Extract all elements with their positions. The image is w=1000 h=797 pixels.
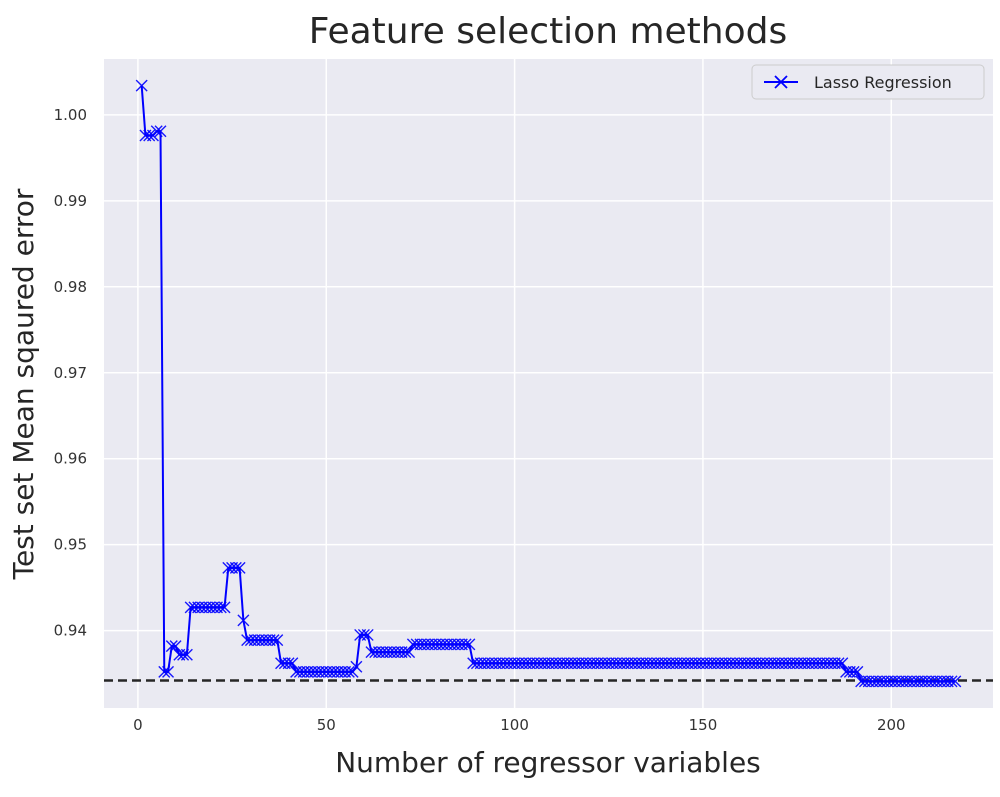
y-tick-label: 0.96: [54, 450, 87, 468]
data-point-marker: [177, 648, 190, 661]
data-point-marker: [286, 657, 299, 670]
y-tick-label: 0.95: [54, 536, 87, 554]
data-point-marker: [847, 665, 860, 678]
data-point-marker: [165, 640, 178, 653]
data-point-marker: [150, 125, 163, 138]
data-point-marker: [463, 638, 476, 651]
y-axis-label: Test set Mean sqaured error: [7, 188, 40, 580]
x-tick-label: 50: [317, 716, 336, 734]
data-point-marker: [836, 657, 849, 670]
x-axis-label: Number of regressor variables: [335, 746, 761, 779]
y-tick-label: 0.97: [54, 364, 87, 382]
tick-labels-layer: 0 50 100 150 200 0.94 0.95 0.96 0.97 0.98 0.99 1.00: [54, 106, 906, 734]
data-point-marker: [949, 675, 962, 688]
legend-marker-swatch: [774, 75, 788, 89]
data-point-marker: [832, 657, 845, 670]
data-point-marker: [169, 640, 182, 653]
series-layer: [135, 79, 962, 688]
data-point-marker: [158, 665, 171, 678]
y-tick-label: 0.94: [54, 622, 87, 640]
data-point-marker: [851, 665, 864, 678]
data-point-marker: [282, 657, 295, 670]
data-point-marker: [162, 665, 175, 678]
data-point-marker: [357, 628, 370, 641]
y-tick-label: 0.98: [54, 278, 87, 296]
data-point-marker: [945, 675, 958, 688]
chart-title: Feature selection methods: [309, 11, 788, 52]
legend: Lasso Regression: [751, 64, 985, 100]
data-point-marker: [346, 665, 359, 678]
data-point-marker: [218, 601, 231, 614]
data-point-marker: [214, 601, 227, 614]
legend-label: Lasso Regression: [814, 73, 952, 92]
data-point-marker: [237, 614, 250, 627]
data-point-marker: [459, 638, 472, 651]
x-tick-label: 150: [689, 716, 718, 734]
data-point-marker: [233, 561, 246, 574]
data-point-marker: [180, 648, 193, 661]
x-tick-label: 200: [877, 716, 906, 734]
y-tick-label: 1.00: [54, 106, 87, 124]
plot-background: [104, 59, 993, 708]
data-point-marker: [154, 125, 167, 138]
data-point-marker: [135, 79, 148, 92]
data-point-marker: [342, 665, 355, 678]
legend-box: [751, 64, 985, 100]
data-point-marker: [143, 129, 156, 142]
data-point-marker: [350, 660, 363, 673]
y-tick-label: 0.99: [54, 192, 87, 210]
grid-layer: [104, 59, 993, 708]
x-tick-label: 0: [133, 716, 143, 734]
data-point-marker: [271, 634, 284, 647]
data-point-marker: [361, 628, 374, 641]
data-point-marker: [229, 561, 242, 574]
data-point-marker: [267, 634, 280, 647]
x-tick-label: 100: [500, 716, 529, 734]
